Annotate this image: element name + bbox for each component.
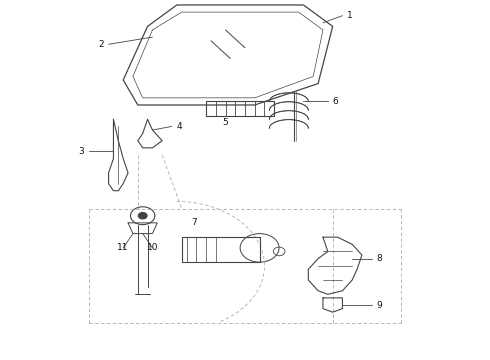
Text: 2: 2 bbox=[98, 40, 104, 49]
Text: 5: 5 bbox=[222, 118, 228, 127]
Text: 4: 4 bbox=[177, 122, 182, 131]
Text: 6: 6 bbox=[333, 97, 339, 106]
Circle shape bbox=[138, 213, 147, 219]
Text: 1: 1 bbox=[347, 11, 353, 20]
Text: 11: 11 bbox=[118, 243, 129, 252]
Text: 8: 8 bbox=[376, 254, 382, 263]
Text: 10: 10 bbox=[147, 243, 158, 252]
Text: 9: 9 bbox=[376, 301, 382, 310]
Text: 3: 3 bbox=[78, 147, 84, 156]
Text: 7: 7 bbox=[192, 219, 197, 228]
